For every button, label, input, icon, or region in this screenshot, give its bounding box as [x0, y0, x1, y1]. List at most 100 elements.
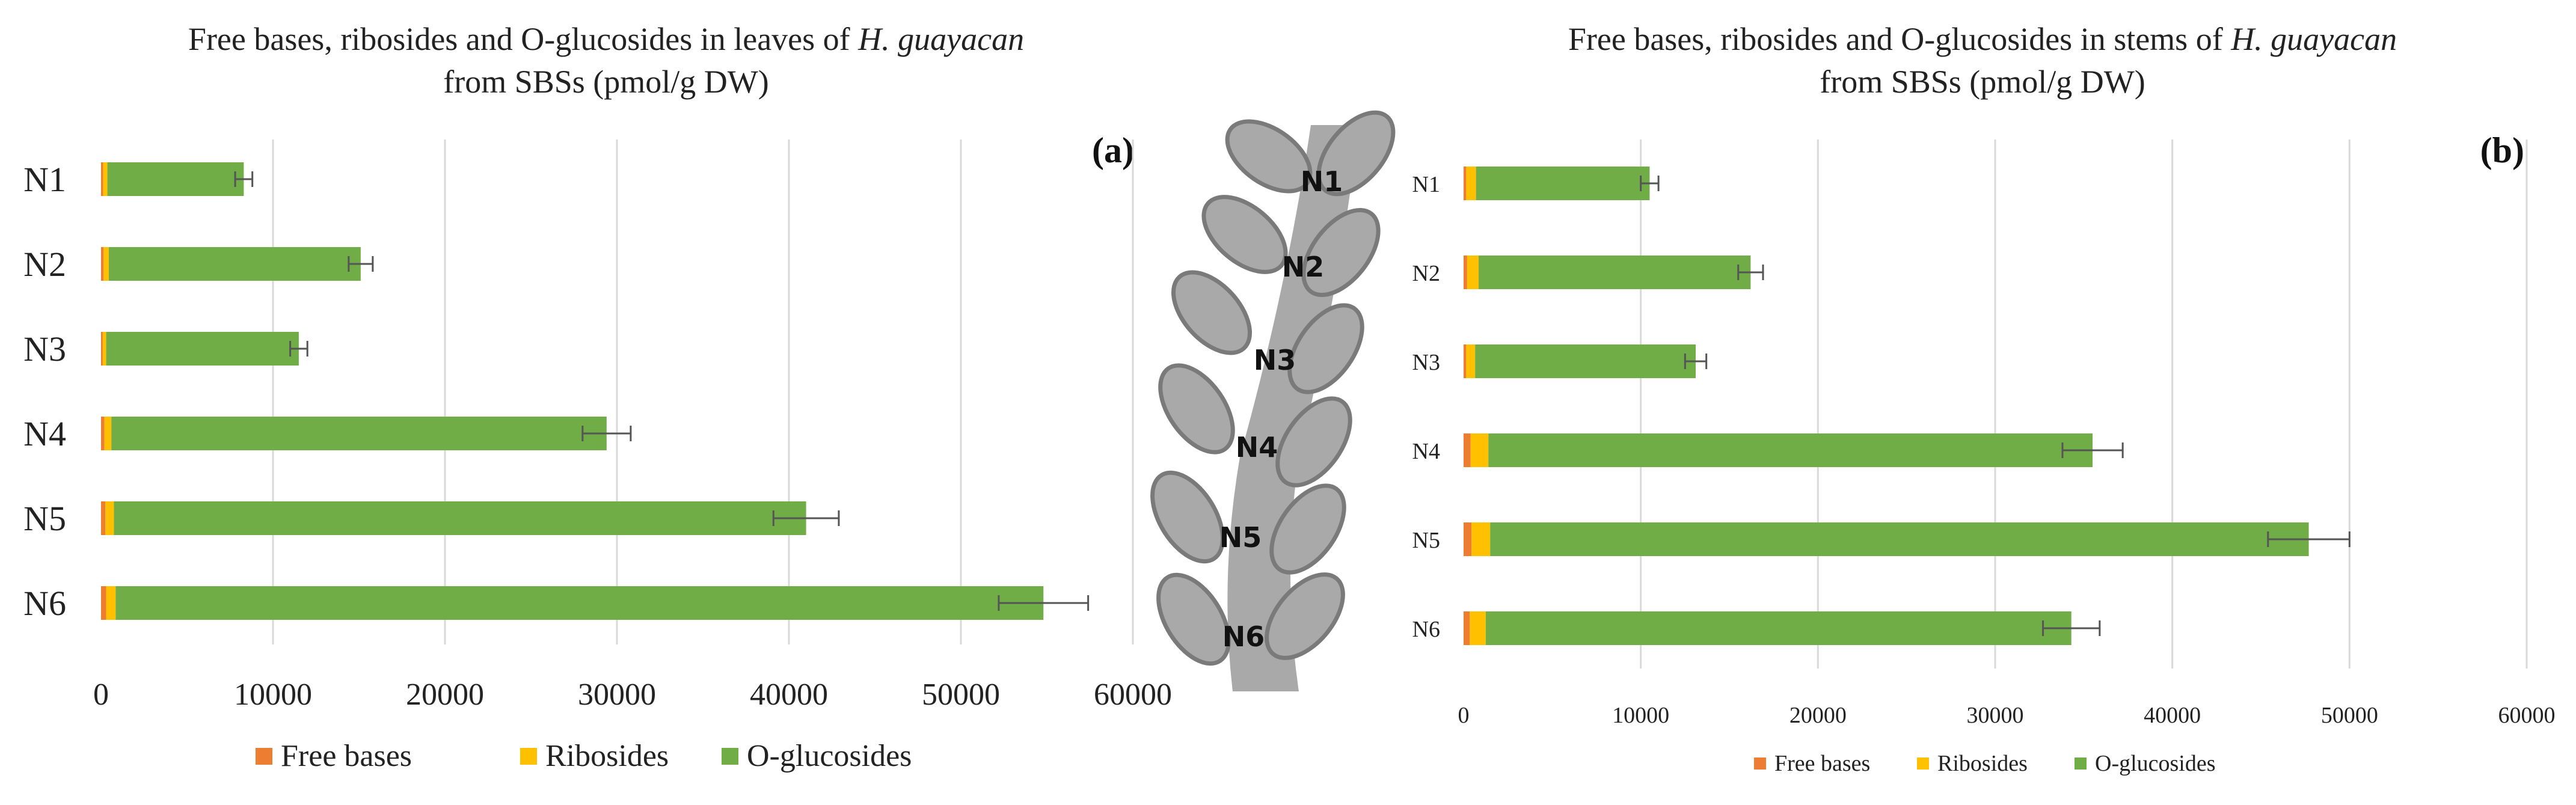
- error-bar-n3: [1684, 354, 1708, 369]
- node-label-n6: N6: [1222, 620, 1265, 653]
- error-bar-n1: [234, 171, 254, 187]
- chart-stems-gridlines: [1640, 139, 2528, 669]
- bar-segment-ribosides-n1: [1466, 167, 1476, 200]
- bar-segment-o-glucosides-n6: [115, 586, 1044, 620]
- leaf-left-6: [1156, 572, 1231, 666]
- x-tick-label: 10000: [234, 678, 312, 712]
- error-bar-n6: [998, 595, 1090, 611]
- bar-segment-ribosides-n2: [1467, 256, 1479, 289]
- leaf-right-4: [1275, 396, 1352, 488]
- error-bar-n6: [2042, 620, 2101, 636]
- bar-segment-free-bases-n4: [1464, 433, 1471, 467]
- legend-label: O-glucosides: [2095, 751, 2216, 776]
- leaf-right-6: [1265, 572, 1345, 660]
- bar-segment-ribosides-n5: [105, 501, 114, 535]
- leaf-right-1: [1316, 110, 1396, 197]
- legend-label: Free bases: [281, 739, 412, 773]
- bar-segment-ribosides-n6: [106, 586, 116, 620]
- error-bar-n2: [348, 256, 374, 272]
- legend-label: Ribosides: [545, 739, 669, 773]
- chart-stems: Free bases, ribosides and O-glucosides i…: [1412, 21, 2556, 776]
- bar-segment-o-glucosides-n5: [114, 501, 806, 535]
- category-label-n5: N5: [1412, 528, 1440, 553]
- legend-item-free-bases: Free bases: [1754, 751, 1870, 776]
- bar-segment-free-bases-n3: [1464, 344, 1467, 378]
- x-tick-label: 50000: [922, 678, 1000, 712]
- leaf-left-5: [1150, 470, 1225, 564]
- bar-segment-o-glucosides-n3: [1475, 344, 1696, 378]
- x-tick-label: 0: [1458, 703, 1470, 728]
- category-label-n6: N6: [23, 584, 66, 623]
- legend-item-free-bases: Free bases: [256, 739, 412, 773]
- panel-label-a: (a): [1092, 130, 1134, 170]
- leaf-right-3: [1287, 303, 1364, 394]
- x-tick-label: 20000: [406, 678, 484, 712]
- leaf-left-2: [1201, 195, 1288, 274]
- category-label-n2: N2: [23, 245, 66, 284]
- leaf-right-2: [1301, 207, 1381, 298]
- chart-leaves-title-line2: from SBSs (pmol/g DW): [443, 64, 769, 100]
- x-tick-label: 60000: [1094, 678, 1172, 712]
- chart-stems-x-tick-labels: 0 10000 20000 30000 40000 50000 60000: [1458, 703, 2556, 728]
- bar-segment-ribosides-n4: [104, 417, 112, 450]
- legend-swatch: [1754, 758, 1766, 770]
- bar-segment-free-bases-n2: [1464, 256, 1467, 289]
- x-tick-label: 0: [93, 678, 109, 712]
- bar-segment-ribosides-n2: [103, 247, 109, 281]
- legend-swatch: [2075, 758, 2087, 770]
- bar-segment-free-bases-n3: [101, 332, 103, 366]
- legend-swatch: [722, 748, 738, 765]
- error-bar-n1: [1640, 176, 1660, 191]
- chart-stems-legend: Free bases Ribosides O-glucosides: [1754, 751, 2216, 776]
- bar-segment-o-glucosides-n3: [106, 332, 299, 366]
- bar-segment-o-glucosides-n5: [1490, 522, 2309, 556]
- node-label-n5: N5: [1219, 521, 1262, 554]
- bar-segment-o-glucosides-n1: [1476, 167, 1650, 200]
- category-label-n1: N1: [23, 160, 66, 199]
- error-bar-n2: [1737, 265, 1764, 280]
- plant-stem-diagram: N1 N2 N3 N4 N5 N6: [1150, 110, 1396, 691]
- bar-segment-free-bases-n6: [1464, 611, 1470, 645]
- bar-segment-free-bases-n1: [101, 162, 103, 196]
- chart-leaves-legend: Free bases Ribosides O-glucosides: [256, 739, 912, 773]
- bar-segment-free-bases-n2: [101, 247, 104, 281]
- legend-label: Ribosides: [1937, 751, 2028, 776]
- x-tick-label: 20000: [1789, 703, 1847, 728]
- leaf-right-5: [1269, 483, 1346, 575]
- bar-segment-o-glucosides-n2: [1479, 256, 1751, 289]
- bar-segment-free-bases-n6: [101, 586, 106, 620]
- error-bar-n4: [2061, 442, 2124, 458]
- bar-segment-free-bases-n5: [101, 501, 106, 535]
- legend-item-o-glucosides: O-glucosides: [722, 739, 912, 773]
- legend-item-o-glucosides: O-glucosides: [2075, 751, 2216, 776]
- category-label-n4: N4: [23, 414, 66, 453]
- category-label-n6: N6: [1412, 617, 1440, 642]
- node-label-n3: N3: [1254, 344, 1296, 376]
- bar-segment-o-glucosides-n2: [108, 247, 361, 281]
- category-label-n3: N3: [23, 329, 66, 369]
- node-label-n1: N1: [1301, 165, 1343, 198]
- error-bar-n5: [2267, 531, 2351, 547]
- bar-segment-o-glucosides-n1: [107, 162, 244, 196]
- chart-stems-category-labels: N1 N2 N3 N4 N5 N6: [1412, 172, 1440, 642]
- chart-leaves-x-tick-labels: 0 10000 20000 30000 40000 50000 60000: [93, 678, 1172, 712]
- bar-segment-ribosides-n3: [1466, 344, 1476, 378]
- x-tick-label: 30000: [578, 678, 656, 712]
- bar-segment-free-bases-n1: [1464, 167, 1467, 200]
- bar-segment-ribosides-n4: [1470, 433, 1489, 467]
- bar-segment-ribosides-n3: [102, 332, 106, 366]
- chart-stems-title-line2: from SBSs (pmol/g DW): [1820, 64, 2145, 100]
- chart-leaves-title: Free bases, ribosides and O-glucosides i…: [188, 21, 1024, 57]
- panel-label-b: (b): [2480, 130, 2524, 170]
- node-label-n4: N4: [1236, 431, 1278, 464]
- bar-segment-o-glucosides-n6: [1485, 611, 2072, 645]
- legend-swatch: [256, 748, 272, 765]
- x-tick-label: 30000: [1967, 703, 2024, 728]
- category-label-n1: N1: [1412, 172, 1440, 197]
- error-bar-n3: [289, 341, 308, 357]
- chart-stems-bars: [1464, 167, 2351, 645]
- legend-item-ribosides: Ribosides: [1917, 751, 2028, 776]
- chart-leaves: Free bases, ribosides and O-glucosides i…: [23, 21, 1172, 773]
- x-tick-label: 50000: [2321, 703, 2378, 728]
